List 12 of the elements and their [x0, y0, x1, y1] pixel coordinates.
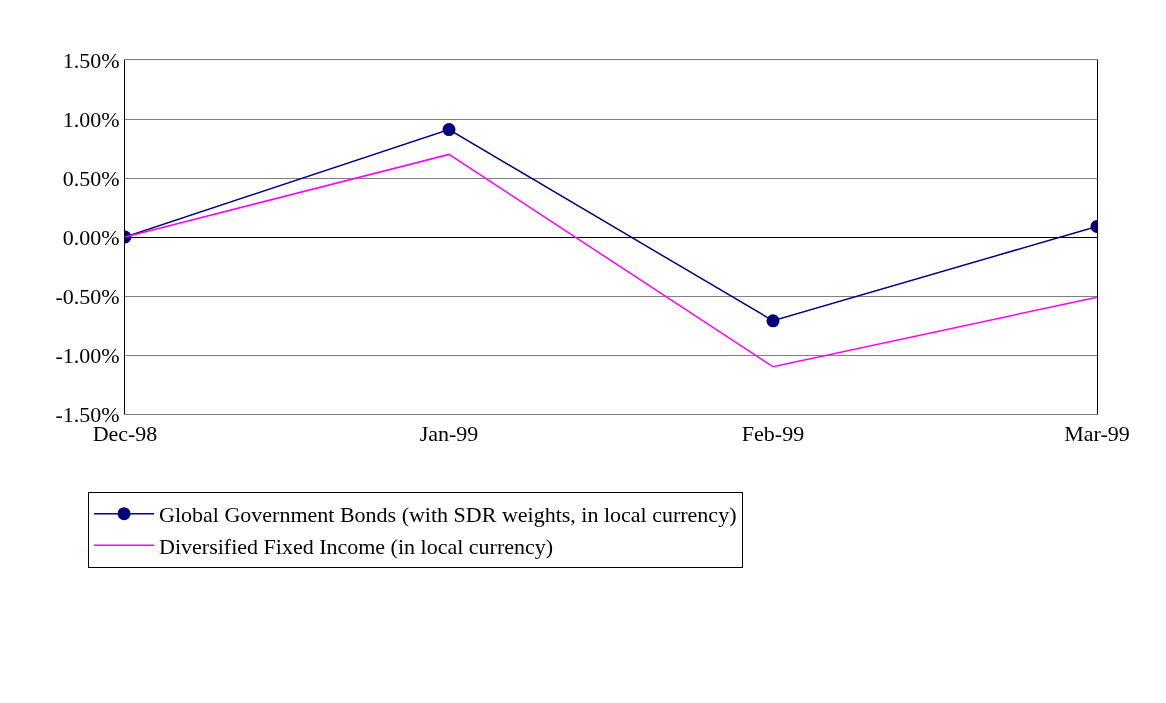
y-tick-label: 0.50% [62, 165, 120, 191]
y-tick-label: 1.50% [62, 47, 120, 73]
x-tick-label: Feb-99 [741, 421, 805, 447]
x-tick-label: Jan-99 [419, 421, 479, 447]
y-tick-label: 0.00% [62, 224, 120, 250]
x-tick-label: Mar-99 [1064, 421, 1130, 447]
y-tick-label: -0.50% [55, 283, 120, 309]
line-series [125, 153, 1097, 368]
legend-label: Global Government Bonds (with SDR weights, in local currency) [159, 502, 737, 528]
legend-label: Diversified Fixed Income (in local currency) [159, 533, 554, 559]
y-tick-label: 1.00% [62, 106, 120, 132]
y-tick-label: -1.00% [55, 342, 120, 368]
